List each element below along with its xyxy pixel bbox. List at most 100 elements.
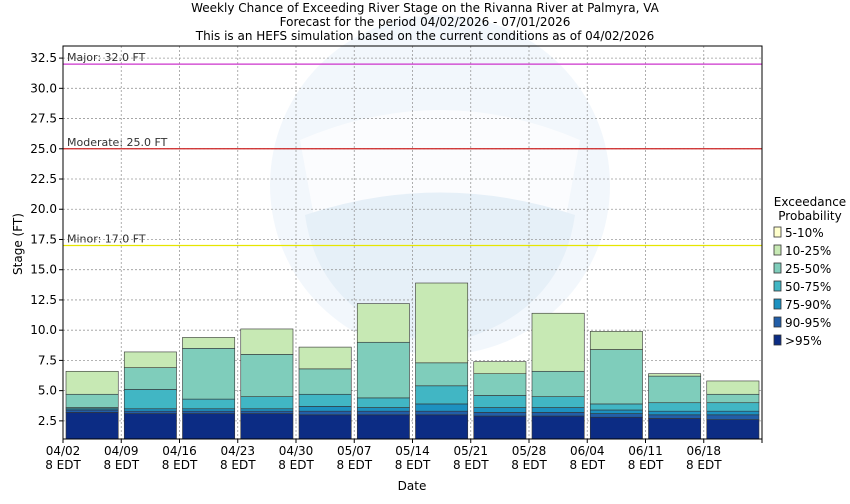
bar-week-7 [415, 282, 469, 440]
x-tick-label-time: 8 EDT [453, 458, 489, 472]
y-tick-label: 10.0 [30, 323, 57, 337]
y-tick-label: 20.0 [30, 202, 57, 216]
legend-label: >95% [785, 334, 822, 348]
bar-segment [298, 410, 352, 416]
bar-segment [648, 418, 702, 440]
bar-segment [123, 410, 177, 414]
bar-segment [415, 362, 469, 387]
bar-segment [240, 328, 294, 355]
bar-segment [589, 349, 643, 405]
x-tick-label-date: 04/02 [46, 444, 81, 458]
x-tick-label-time: 8 EDT [336, 458, 372, 472]
legend-items: 5-10% 10-25% 25-50% 50-75% 75-90% 90-95% >95% [773, 226, 831, 348]
bar-segment [65, 409, 119, 413]
bar-segment [415, 410, 469, 416]
x-tick-label-time: 8 EDT [220, 458, 256, 472]
x-tick-label-date: 06/11 [628, 444, 663, 458]
x-tick-label-time: 8 EDT [162, 458, 198, 472]
x-tick-label-time: 8 EDT [278, 458, 314, 472]
bar-week-9 [531, 312, 585, 440]
bar-segment [415, 414, 469, 440]
bar-week-12 [706, 380, 760, 440]
bar-segment [182, 410, 236, 414]
x-tick-label-date: 05/28 [512, 444, 547, 458]
bar-segment [531, 312, 585, 372]
y-tick-label: 25.0 [30, 142, 57, 156]
bar-segment [473, 412, 527, 417]
legend-swatch [773, 298, 782, 310]
bar-segment [65, 370, 119, 395]
x-tick-label-time: 8 EDT [569, 458, 605, 472]
legend-swatch [773, 226, 782, 238]
bar-segment [240, 354, 294, 397]
bar-week-1 [65, 370, 119, 440]
bar-segment [240, 408, 294, 412]
bar-segment [298, 406, 352, 412]
bar-segment [531, 370, 585, 397]
bar-week-6 [356, 303, 410, 440]
legend-label: 90-95% [785, 316, 831, 330]
bar-segment [473, 415, 527, 440]
x-tick-label-date: 05/07 [337, 444, 372, 458]
chart-title-line-2: Forecast for the period 04/02/2026 - 07/… [280, 15, 571, 29]
bar-segment [706, 414, 760, 420]
flood-level-label: Moderate: 25.0 FT [67, 136, 168, 149]
bar-segment [531, 396, 585, 408]
bar-segment [589, 409, 643, 414]
legend-swatch [773, 280, 782, 292]
x-tick-label-time: 8 EDT [45, 458, 81, 472]
legend-label: 75-90% [785, 298, 831, 312]
x-tick-label-time: 8 EDT [103, 458, 139, 472]
x-tick-label-time: 8 EDT [686, 458, 722, 472]
x-tick-label-date: 04/09 [104, 444, 139, 458]
bar-week-10 [589, 331, 643, 440]
x-tick-label-time: 8 EDT [511, 458, 547, 472]
legend: Exceedance Probability 5-10% 10-25% 25-50%… [773, 195, 846, 348]
legend-swatch [773, 316, 782, 328]
bar-segment [123, 389, 177, 410]
flood-level-label: Major: 32.0 FT [67, 51, 146, 64]
bar-segment [473, 373, 527, 396]
bar-segment [473, 395, 527, 408]
bar-segment [356, 303, 410, 343]
y-tick-label: 22.5 [30, 172, 57, 186]
flood-levels-layer: Major: 32.0 FT Moderate: 25.0 FT Minor: 17… [63, 51, 762, 247]
x-tick-label-date: 04/23 [220, 444, 255, 458]
bar-segment [298, 393, 352, 407]
bar-segment [182, 413, 236, 440]
bar-segment [298, 414, 352, 440]
flood-level-label: Minor: 17.0 FT [67, 233, 146, 246]
chart-title-line-3: This is an HEFS simulation based on the … [195, 29, 655, 43]
bar-week-3 [182, 337, 236, 440]
bar-segment [182, 408, 236, 412]
bar-segment [706, 419, 760, 440]
bar-week-2 [123, 351, 177, 440]
x-tick-label-date: 04/30 [279, 444, 314, 458]
bar-segment [415, 282, 469, 364]
bar-segment [356, 407, 410, 412]
legend-label: 10-25% [785, 244, 831, 258]
y-tick-label: 17.5 [30, 232, 57, 246]
bar-segment [473, 361, 527, 375]
bar-segment [298, 346, 352, 370]
bar-segment [65, 393, 119, 408]
x-axis-label: Date [398, 479, 427, 493]
bar-segment [706, 380, 760, 395]
x-tick-label-time: 8 EDT [628, 458, 664, 472]
bar-segment [123, 408, 177, 412]
legend-label: 25-50% [785, 262, 831, 276]
x-tick-label-time: 8 EDT [395, 458, 431, 472]
bar-segment [240, 396, 294, 410]
bar-segment [123, 351, 177, 368]
bar-segment [648, 402, 702, 412]
legend-title-line-1: Exceedance [774, 195, 846, 209]
bar-segment [356, 341, 410, 399]
bar-segment [240, 410, 294, 414]
x-tick-label-date: 04/16 [162, 444, 197, 458]
y-tick-label: 2.5 [38, 414, 57, 428]
chart-title-line-1: Weekly Chance of Exceeding River Stage o… [191, 1, 660, 15]
y-tick-label: 7.5 [38, 353, 57, 367]
y-tick-label: 5.0 [38, 384, 57, 398]
